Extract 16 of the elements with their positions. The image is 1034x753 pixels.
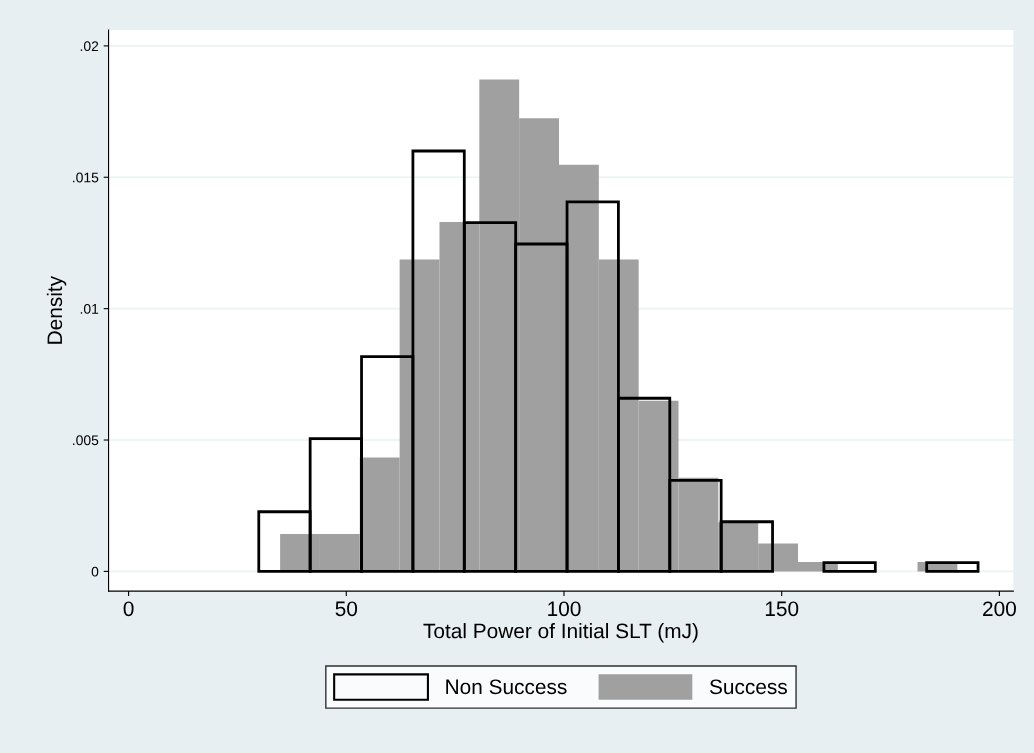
legend-label: Non Success bbox=[446, 679, 567, 695]
y-tick-label: .015 bbox=[73, 172, 99, 183]
y-tick-label: .02 bbox=[80, 41, 99, 52]
legend-label: Success bbox=[709, 679, 787, 695]
x-tick-label: 100 bbox=[548, 601, 581, 617]
y-tick-label: .01 bbox=[80, 303, 99, 314]
x-tick-label: 0 bbox=[123, 601, 134, 617]
y-tick-label: .005 bbox=[73, 435, 99, 446]
y-axis-title: Density bbox=[46, 275, 67, 344]
x-tick-label: 150 bbox=[765, 601, 799, 617]
y-tick-label: 0 bbox=[91, 566, 99, 577]
bar bbox=[925, 561, 980, 573]
x-axis-title: Total Power of Initial SLT (mJ) bbox=[423, 623, 698, 643]
x-tick-label: 200 bbox=[983, 601, 1016, 617]
x-tick-label: 50 bbox=[335, 601, 358, 617]
bar bbox=[822, 561, 877, 573]
